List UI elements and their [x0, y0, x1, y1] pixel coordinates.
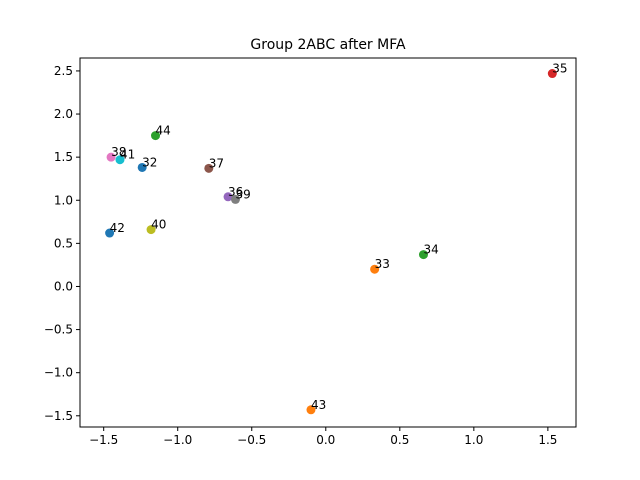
- point-label: 36: [228, 185, 243, 199]
- x-tick-label: −1.5: [89, 433, 118, 447]
- scatter-point: [547, 69, 557, 79]
- y-tick-label: 1.5: [54, 150, 73, 164]
- point-label: 35: [552, 62, 567, 76]
- scatter-point: [115, 155, 125, 165]
- point-label: 32: [142, 155, 157, 169]
- x-tick-label: 1.5: [538, 433, 557, 447]
- point-label: 38: [111, 145, 126, 159]
- x-tick-label: 1.0: [464, 433, 483, 447]
- y-tick-label: 2.5: [54, 64, 73, 78]
- chart-title: Group 2ABC after MFA: [250, 37, 406, 53]
- y-tick-label: −1.5: [44, 409, 73, 423]
- y-tick-label: 0.5: [54, 236, 73, 250]
- scatter-point: [230, 194, 240, 204]
- scatter-point: [204, 163, 214, 173]
- point-label: 44: [156, 124, 171, 138]
- point-label: 43: [311, 398, 326, 412]
- scatter-point: [106, 152, 116, 162]
- point-label: 33: [375, 257, 390, 271]
- scatter-point: [137, 162, 147, 172]
- point-label: 41: [120, 148, 135, 162]
- scatter-point: [146, 225, 156, 235]
- y-tick-label: 1.0: [54, 193, 73, 207]
- y-tick-label: 2.0: [54, 107, 73, 121]
- points-layer: 32 33 34 35 36 37 38 39 40 41 42 43 44: [105, 62, 568, 415]
- x-tick-label: −1.0: [163, 433, 192, 447]
- scatter-point: [418, 250, 428, 260]
- scatter-point: [370, 264, 380, 274]
- point-label: 42: [110, 221, 125, 235]
- point-label: 39: [235, 187, 250, 201]
- plot-frame: [79, 57, 577, 428]
- point-label: 40: [151, 218, 166, 232]
- axes-layer: [79, 57, 577, 428]
- y-tick-label: 0.0: [54, 279, 73, 293]
- scatter-point: [306, 405, 316, 415]
- x-tick-label: −0.5: [237, 433, 266, 447]
- x-tick-label: 0.5: [390, 433, 409, 447]
- scatter-point: [223, 192, 233, 202]
- x-tick-label: 0.0: [316, 433, 335, 447]
- point-label: 34: [423, 243, 438, 257]
- scatter-point: [105, 228, 115, 238]
- y-tick-label: −0.5: [44, 323, 73, 337]
- x-axis-ticks: −1.5 −1.0 −0.5 0.0 0.5 1.0 1.5: [89, 427, 557, 447]
- point-label: 37: [209, 156, 224, 170]
- y-tick-label: −1.0: [44, 366, 73, 380]
- y-axis-ticks: −1.5 −1.0 −0.5 0.0 0.5 1.0 1.5 2.0 2.5: [44, 64, 80, 423]
- scatter-point: [151, 131, 161, 141]
